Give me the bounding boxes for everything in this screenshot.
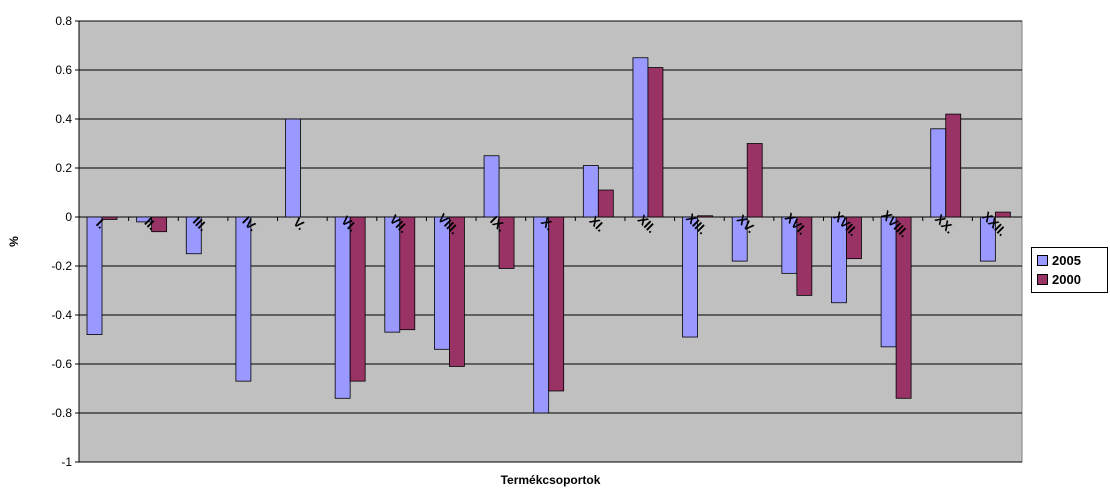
bar-2005-III xyxy=(185,216,202,255)
y-tick-label: -0.2 xyxy=(51,259,72,273)
y-tick-label: 0 xyxy=(65,210,72,224)
bar-2000-II xyxy=(151,216,168,233)
bar-2000-XIII xyxy=(697,215,713,218)
bar-2000-XII xyxy=(647,67,664,218)
y-tick-label: 0.2 xyxy=(55,161,72,175)
y-axis-title: % xyxy=(7,236,21,247)
y-tick-label: -0.6 xyxy=(51,357,72,371)
bar-2000-VI xyxy=(349,216,366,382)
bar-2000-XV xyxy=(746,143,763,218)
legend-item-2000: 2000 xyxy=(1037,270,1107,289)
bar-2000-IX xyxy=(498,216,515,269)
bar-2000-I xyxy=(101,216,118,220)
bar-2005-IX xyxy=(483,155,500,218)
legend-swatch-2005 xyxy=(1037,255,1048,266)
bar-2005-XX xyxy=(930,128,947,218)
bar-2005-XIII xyxy=(682,216,698,338)
x-axis-title: Termékcsoportok xyxy=(501,473,601,487)
y-tick-label: 0.8 xyxy=(55,14,72,28)
legend-swatch-2000 xyxy=(1037,274,1048,285)
y-tick-label: -0.8 xyxy=(51,406,72,420)
bar-2005-IV xyxy=(235,216,252,382)
bar-2005-XXII xyxy=(979,216,996,262)
bar-2000-XI xyxy=(597,189,614,218)
y-tick-label: 0.4 xyxy=(55,112,72,126)
legend-label-2000: 2000 xyxy=(1052,272,1081,287)
y-tick-label: 0.6 xyxy=(55,63,72,77)
bar-2005-I xyxy=(86,216,103,335)
bar-2005-VI xyxy=(334,216,351,399)
bar-2000-XVIII xyxy=(895,216,912,399)
bar-2005-XI xyxy=(582,165,599,218)
bar-2000-VIII xyxy=(449,216,465,367)
bar-2005-XVII xyxy=(831,216,847,304)
bar-2000-XX xyxy=(945,113,962,218)
bar-2005-XII xyxy=(632,57,649,218)
bar-2000-XVI xyxy=(796,216,813,296)
bar-2005-VIII xyxy=(434,216,450,350)
bar-2000-XVII xyxy=(846,216,862,260)
legend: 2005 2000 xyxy=(1031,247,1108,293)
bar-2000-XXII xyxy=(994,211,1011,218)
bar-2005-V xyxy=(285,118,301,218)
bar-2005-XV xyxy=(731,216,748,262)
bar-2000-X xyxy=(548,216,565,392)
legend-item-2005: 2005 xyxy=(1037,251,1107,270)
bar-2005-VII xyxy=(384,216,401,333)
bar-2000-VII xyxy=(399,216,416,331)
legend-label-2005: 2005 xyxy=(1052,253,1081,268)
bar-2005-X xyxy=(533,216,550,414)
bar-2005-XVIII xyxy=(880,216,897,348)
y-tick-label: -0.4 xyxy=(51,308,72,322)
y-tick-label: -1 xyxy=(61,455,72,469)
